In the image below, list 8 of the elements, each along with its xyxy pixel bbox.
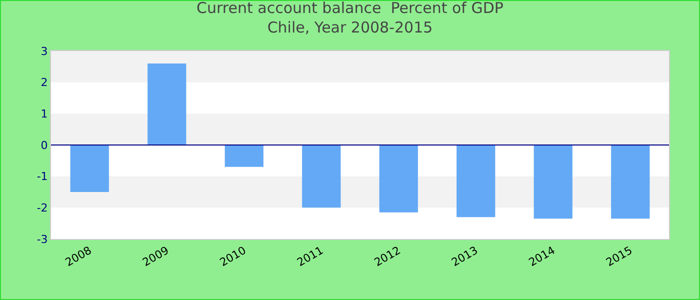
y-tick-label: 3 bbox=[40, 44, 48, 58]
y-tick-label: 1 bbox=[40, 108, 48, 121]
y-tick-label: 2 bbox=[40, 76, 48, 90]
y-tick-label: 0 bbox=[40, 138, 48, 152]
y-tick-label: -1 bbox=[36, 170, 48, 184]
chart-title: Current account balance Percent of GDP Chile, Year 2008-2015 bbox=[196, 0, 504, 36]
y-tick-label: -2 bbox=[36, 202, 48, 215]
y-tick-label: -3 bbox=[36, 232, 48, 246]
